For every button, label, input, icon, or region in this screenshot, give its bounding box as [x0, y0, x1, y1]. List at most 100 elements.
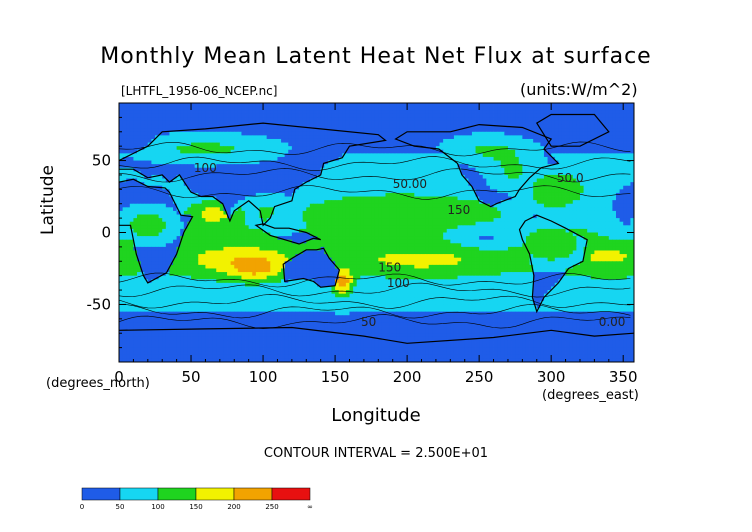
heatmap-cell [169, 138, 174, 143]
heatmap-cell [421, 192, 426, 197]
heatmap-cell [356, 128, 361, 133]
heatmap-cell [626, 106, 631, 111]
heatmap-cell [378, 131, 383, 136]
heatmap-cell [590, 142, 595, 147]
heatmap-cell [569, 153, 574, 158]
heatmap-cell [133, 185, 138, 190]
heatmap-cell [515, 185, 520, 190]
heatmap-cell [551, 200, 556, 205]
heatmap-cell [259, 174, 264, 179]
heatmap-cell [331, 124, 336, 129]
heatmap-cell [543, 110, 548, 115]
heatmap-cell [126, 210, 131, 215]
heatmap-cell [183, 196, 188, 201]
heatmap-cell [497, 106, 502, 111]
heatmap-cell [237, 182, 242, 187]
heatmap-cell [241, 110, 246, 115]
heatmap-cell [446, 174, 451, 179]
heatmap-cell [144, 189, 149, 194]
heatmap-cell [547, 106, 552, 111]
heatmap-cell [295, 156, 300, 161]
heatmap-cell [457, 153, 462, 158]
heatmap-cell [277, 124, 282, 129]
heatmap-cell [399, 113, 404, 118]
heatmap-cell [302, 103, 307, 107]
heatmap-cell [590, 120, 595, 125]
heatmap-cell [183, 124, 188, 129]
heatmap-cell [284, 207, 289, 212]
heatmap-cell [615, 153, 620, 158]
heatmap-cell [227, 117, 232, 122]
heatmap-cell [468, 142, 473, 147]
heatmap-cell [151, 210, 156, 215]
heatmap-cell [605, 153, 610, 158]
heatmap-cell [356, 149, 361, 154]
heatmap-cell [583, 178, 588, 183]
heatmap-cell [439, 196, 444, 201]
heatmap-cell [471, 113, 476, 118]
heatmap-cell [353, 178, 358, 183]
heatmap-cell [565, 156, 570, 161]
heatmap-cell [482, 200, 487, 205]
heatmap-cell [173, 138, 178, 143]
heatmap-cell [594, 207, 599, 212]
heatmap-cell [605, 138, 610, 143]
heatmap-cell [212, 164, 217, 169]
heatmap-cell [140, 225, 145, 230]
heatmap-cell [558, 138, 563, 143]
heatmap-cell [187, 218, 192, 223]
heatmap-cell [367, 225, 372, 230]
heatmap-cell [209, 189, 214, 194]
heatmap-cell [554, 131, 559, 136]
heatmap-cell [590, 110, 595, 115]
heatmap-cell [327, 203, 332, 208]
heatmap-cell [410, 117, 415, 122]
heatmap-cell [385, 178, 390, 183]
heatmap-cell [392, 113, 397, 118]
heatmap-cell [464, 214, 469, 219]
heatmap-cell [219, 106, 224, 111]
heatmap-cell [140, 171, 145, 176]
heatmap-cell [468, 149, 473, 154]
heatmap-cell [601, 171, 606, 176]
heatmap-cell [360, 146, 365, 151]
heatmap-cell [529, 214, 534, 219]
heatmap-cell [612, 200, 617, 205]
heatmap-cell [551, 185, 556, 190]
heatmap-cell [194, 106, 199, 111]
heatmap-cell [327, 117, 332, 122]
heatmap-cell [551, 178, 556, 183]
heatmap-cell [608, 164, 613, 169]
heatmap-cell [619, 214, 624, 219]
heatmap-cell [479, 113, 484, 118]
heatmap-cell [133, 142, 138, 147]
heatmap-cell [551, 167, 556, 172]
heatmap-cell [522, 103, 527, 107]
heatmap-cell [461, 182, 466, 187]
heatmap-cell [335, 192, 340, 197]
heatmap-cell [421, 149, 426, 154]
heatmap-cell [356, 218, 361, 223]
heatmap-cell [608, 142, 613, 147]
heatmap-cell [270, 174, 275, 179]
heatmap-cell [417, 124, 422, 129]
heatmap-cell [446, 214, 451, 219]
heatmap-cell [331, 160, 336, 165]
heatmap-cell [277, 218, 282, 223]
heatmap-cell [180, 167, 185, 172]
heatmap-cell [443, 225, 448, 230]
heatmap-cell [187, 120, 192, 125]
heatmap-cell [425, 156, 430, 161]
heatmap-cell [259, 103, 264, 107]
heatmap-cell [209, 153, 214, 158]
heatmap-cell [378, 110, 383, 115]
heatmap-cell [561, 135, 566, 140]
heatmap-cell [450, 135, 455, 140]
heatmap-cell [410, 171, 415, 176]
heatmap-cell [144, 117, 149, 122]
heatmap-cell [320, 117, 325, 122]
heatmap-cell [461, 103, 466, 107]
heatmap-cell [317, 110, 322, 115]
heatmap-cell [212, 103, 217, 107]
heatmap-cell [554, 103, 559, 107]
